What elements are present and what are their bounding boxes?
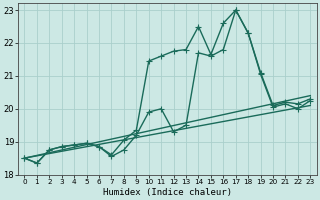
X-axis label: Humidex (Indice chaleur): Humidex (Indice chaleur) xyxy=(103,188,232,197)
